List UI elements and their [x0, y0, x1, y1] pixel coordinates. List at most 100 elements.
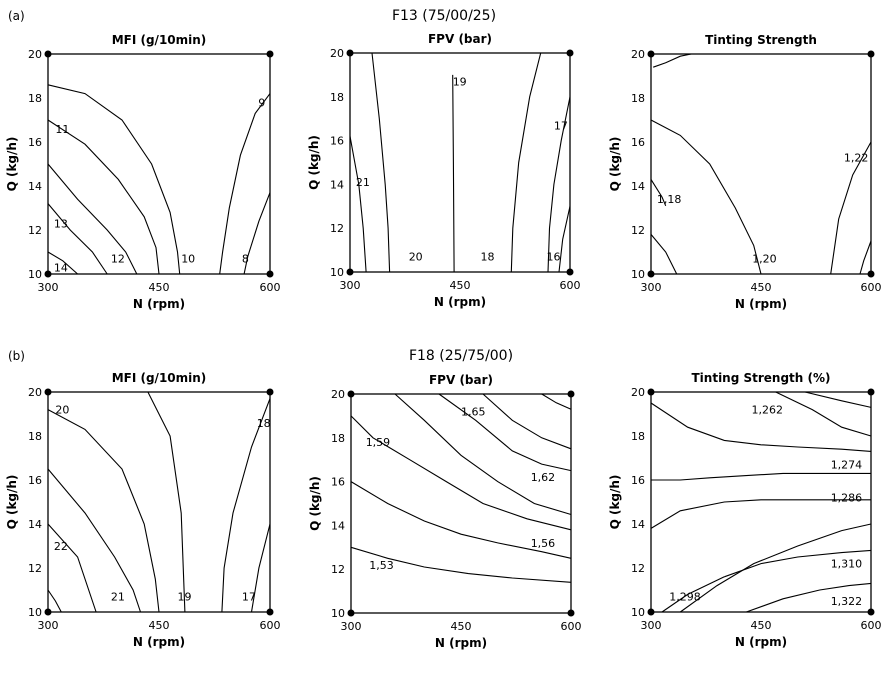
- plot-title: MFI (g/10min): [112, 33, 207, 47]
- contour-line: [47, 468, 142, 613]
- contour-line: [371, 52, 391, 273]
- contour-line: [452, 74, 455, 273]
- contour-plot-1: MFI (g/10min) 14 13 12 11 10 9 8 300 450 600 10 12 14…: [5, 33, 281, 311]
- contour-label: 12: [111, 253, 125, 266]
- y-tick-label: 20: [631, 48, 645, 61]
- contour-label: 17: [242, 591, 256, 604]
- contour-line: [47, 84, 181, 275]
- contour-line: [650, 402, 872, 452]
- x-axis-label: N (rpm): [435, 636, 487, 650]
- y-tick-label: 12: [631, 562, 645, 575]
- corner-marker: [266, 270, 274, 278]
- group-b-title: F18 (25/75/00): [409, 348, 513, 364]
- contour-line: [746, 582, 872, 613]
- plot-frame: [349, 52, 571, 273]
- plot-frame: [650, 53, 872, 275]
- x-axis-label: N (rpm): [735, 635, 787, 649]
- y-tick-label: 20: [331, 388, 345, 401]
- contour-line: [650, 179, 667, 207]
- corner-marker: [647, 388, 655, 396]
- contour-plot-4: MFI (g/10min) 22 21 20 19 18 17 300 450 600 10 12 14…: [5, 371, 281, 649]
- contour-line: [830, 141, 872, 275]
- plot-frame: [350, 393, 572, 614]
- group-a-title: F13 (75/00/25): [392, 8, 496, 24]
- contour-line: [350, 415, 572, 531]
- y-tick-label: 14: [330, 178, 344, 191]
- x-axis-label: N (rpm): [133, 297, 185, 311]
- contour-line: [724, 549, 872, 578]
- y-tick-label: 20: [631, 386, 645, 399]
- x-tick-label: 600: [260, 281, 281, 294]
- corner-marker: [647, 50, 655, 58]
- y-tick-label: 18: [330, 91, 344, 104]
- y-tick-label: 10: [28, 268, 42, 281]
- group-b-label: (b): [8, 349, 25, 363]
- x-tick-label: 450: [149, 281, 170, 294]
- y-tick-label: 14: [28, 180, 42, 193]
- contour-line: [650, 234, 678, 275]
- plot-title: Tinting Strength (%): [691, 371, 830, 385]
- contour-label: 1,298: [669, 591, 701, 604]
- corner-marker: [44, 388, 52, 396]
- y-tick-label: 10: [331, 607, 345, 620]
- y-axis-label: Q (kg/h): [608, 475, 622, 530]
- contour-label: 19: [453, 76, 467, 89]
- y-tick-label: 12: [28, 224, 42, 237]
- y-tick-label: 16: [631, 136, 645, 149]
- group-a-label: (a): [8, 9, 25, 23]
- corner-marker: [867, 270, 875, 278]
- corner-marker: [266, 388, 274, 396]
- contour-line: [47, 163, 138, 275]
- contour-label: 1,18: [657, 193, 682, 206]
- contour-line: [221, 398, 271, 613]
- contour-label: 1,53: [369, 559, 394, 572]
- y-tick-label: 10: [28, 606, 42, 619]
- y-tick-label: 10: [631, 606, 645, 619]
- x-axis-label: N (rpm): [735, 297, 787, 311]
- y-tick-label: 12: [28, 562, 42, 575]
- x-tick-label: 450: [450, 279, 471, 292]
- y-tick-label: 20: [330, 47, 344, 60]
- x-tick-label: 300: [38, 619, 59, 632]
- contour-label: 19: [178, 591, 192, 604]
- contour-line: [47, 203, 108, 275]
- contour-line: [804, 391, 872, 408]
- contour-line: [650, 119, 762, 275]
- x-tick-label: 450: [451, 620, 472, 633]
- plot-frame: [47, 391, 271, 613]
- contour-line: [47, 251, 78, 275]
- contour-line: [47, 119, 160, 275]
- corner-marker: [867, 388, 875, 396]
- y-tick-label: 16: [631, 474, 645, 487]
- y-tick-label: 14: [631, 518, 645, 531]
- y-tick-label: 18: [631, 92, 645, 105]
- contour-line: [243, 192, 271, 275]
- contour-label: 18: [481, 251, 495, 264]
- x-tick-label: 300: [641, 619, 662, 632]
- contour-line: [47, 409, 160, 613]
- contour-plots: MFI (g/10min) 14 13 12 11 10 9 8 300 450 600 10 12 14…: [5, 32, 882, 650]
- y-tick-label: 10: [631, 268, 645, 281]
- contour-label: 16: [547, 251, 561, 264]
- y-tick-label: 14: [631, 180, 645, 193]
- contour-label: 21: [356, 176, 370, 189]
- contour-label: 1,59: [366, 436, 391, 449]
- contour-label: 13: [54, 217, 68, 230]
- contour-line: [650, 499, 871, 529]
- contour-label: 17: [554, 119, 568, 132]
- contour-line: [661, 576, 725, 613]
- corner-marker: [566, 49, 574, 57]
- y-tick-label: 16: [28, 136, 42, 149]
- corner-marker: [867, 50, 875, 58]
- x-tick-label: 300: [341, 620, 362, 633]
- contour-line: [482, 393, 572, 450]
- plot-frame: [47, 53, 271, 275]
- contour-line: [547, 96, 571, 273]
- x-tick-label: 450: [149, 619, 170, 632]
- y-tick-label: 20: [28, 386, 42, 399]
- corner-marker: [266, 50, 274, 58]
- x-tick-label: 300: [340, 279, 361, 292]
- contour-plot-2: FPV (bar) 21 20 19 18 17 16 300 450 600 10 12 14 16 18…: [307, 32, 581, 309]
- contour-label: 9: [258, 96, 265, 109]
